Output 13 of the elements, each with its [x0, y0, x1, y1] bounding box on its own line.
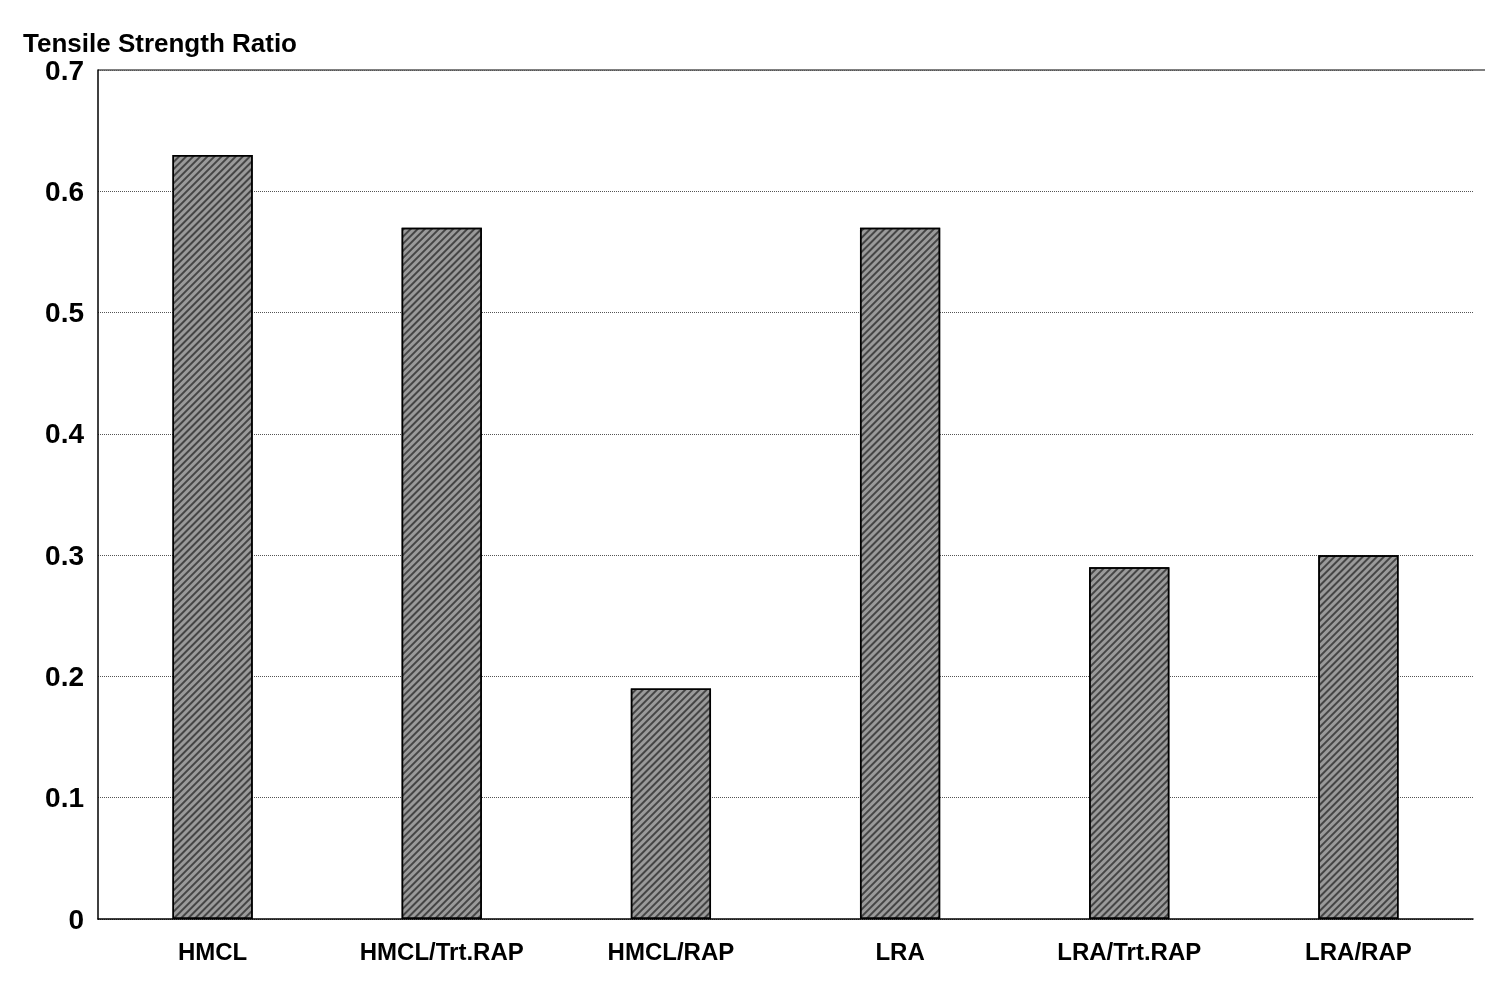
y-tick-label: 0.3 — [45, 539, 84, 571]
y-tick-label: 0.1 — [45, 782, 84, 814]
y-tick-label: 0.4 — [45, 418, 85, 450]
x-tick-label: LRA/RAP — [1305, 937, 1412, 965]
y-tick-label: 0.6 — [45, 175, 84, 207]
x-tick-label: LRA — [875, 937, 925, 965]
y-tick-label: 0.2 — [45, 660, 84, 692]
x-tick-label: LRA/Trt.RAP — [1057, 937, 1202, 965]
y-tick-label: 0 — [68, 903, 84, 935]
y-tick-label: 0.5 — [45, 297, 84, 329]
x-tick-label: HMCL/Trt.RAP — [359, 937, 524, 965]
x-tick-label: HMCL/RAP — [607, 937, 735, 965]
x-tick-label: HMCL — [177, 937, 248, 965]
